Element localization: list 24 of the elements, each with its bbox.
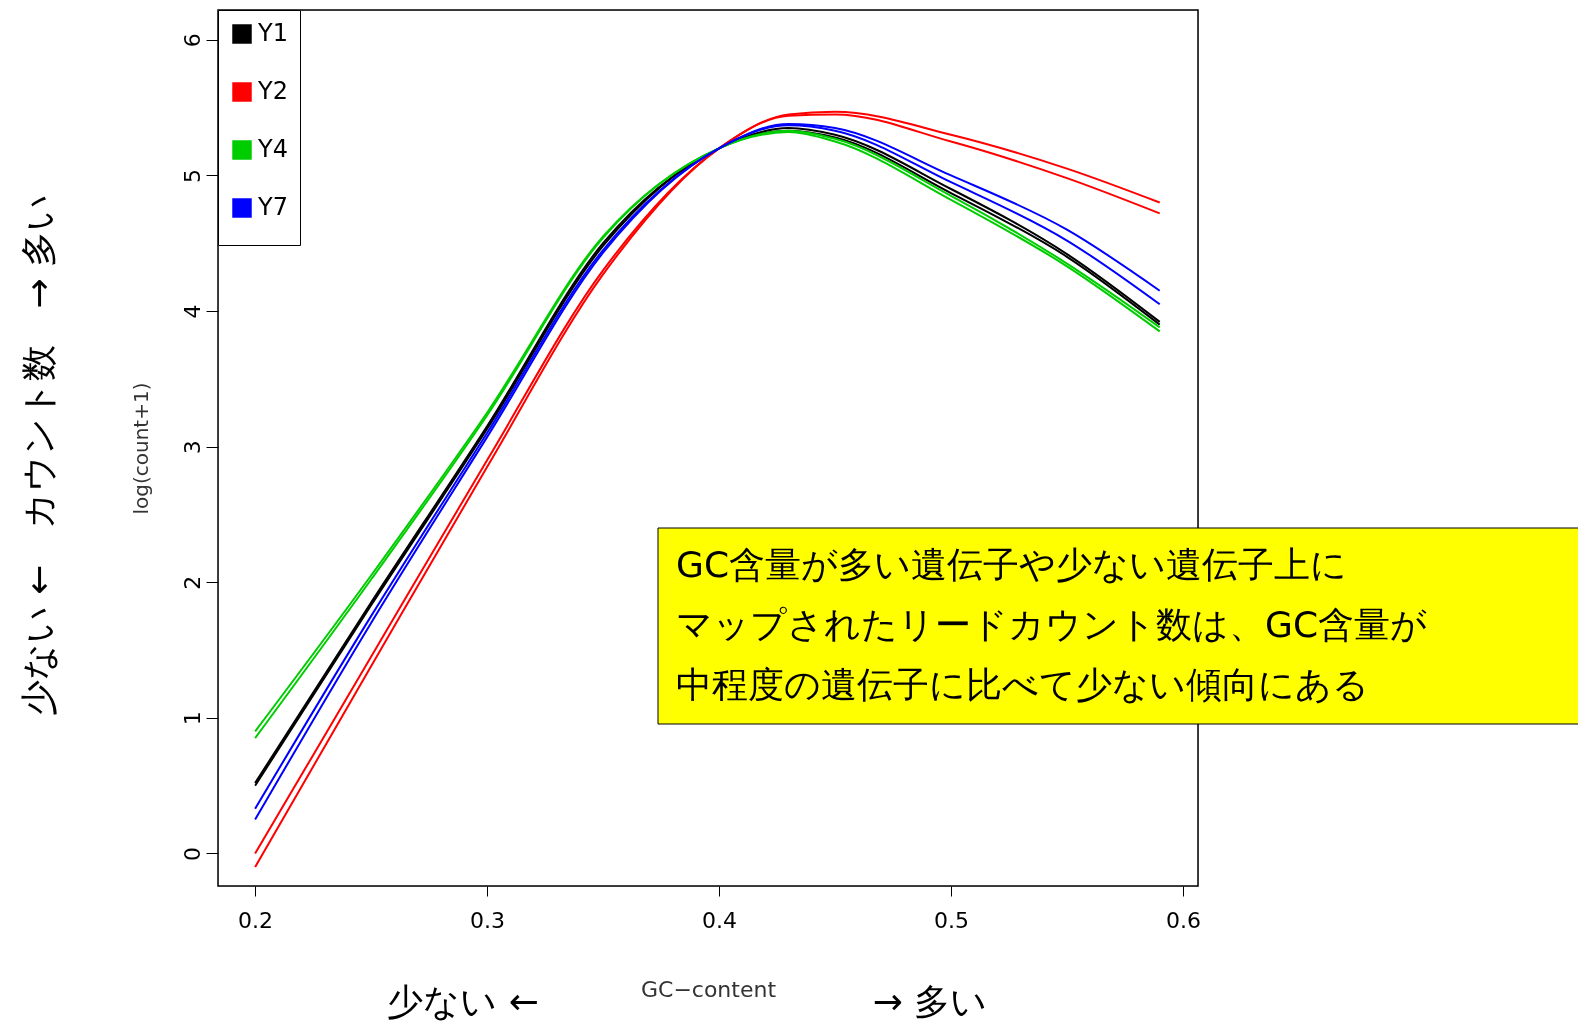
- legend-label: Y1: [257, 19, 288, 47]
- y-tick-label: 0: [179, 846, 205, 861]
- x-tick-label: 0.2: [238, 907, 274, 933]
- legend-label: Y2: [257, 77, 288, 105]
- y-tick-label: 3: [179, 440, 205, 455]
- y-tick-label: 5: [179, 168, 205, 183]
- text: 少ない ← カウント数 → 多い: [18, 193, 59, 717]
- x-tick-label: 0.4: [702, 907, 738, 933]
- x-axis-title: GC−content: [640, 976, 777, 1002]
- text: 少ない ←: [387, 981, 539, 1022]
- x-tick-label: 0.6: [1165, 907, 1201, 933]
- annotation: GC含量が多い遺伝子や少ない遺伝子上に: [676, 544, 1348, 585]
- y-tick-label: 1: [179, 711, 205, 726]
- x-tick-label: 0.5: [933, 907, 969, 933]
- annotation: 中程度の遺伝子に比べて少ない傾向にある: [676, 664, 1369, 705]
- y-axis-title: log(count+1): [128, 382, 153, 515]
- y-tick-label: 6: [179, 33, 205, 48]
- y-tick-label: 4: [179, 304, 205, 319]
- annotation: マップされたリードカウント数は、GC含量が: [676, 604, 1428, 645]
- legend-label: Y4: [257, 135, 288, 163]
- text: → 多い: [872, 981, 988, 1022]
- y-tick-label: 2: [179, 575, 205, 590]
- legend-label: Y7: [257, 193, 288, 221]
- x-tick-label: 0.3: [470, 907, 506, 933]
